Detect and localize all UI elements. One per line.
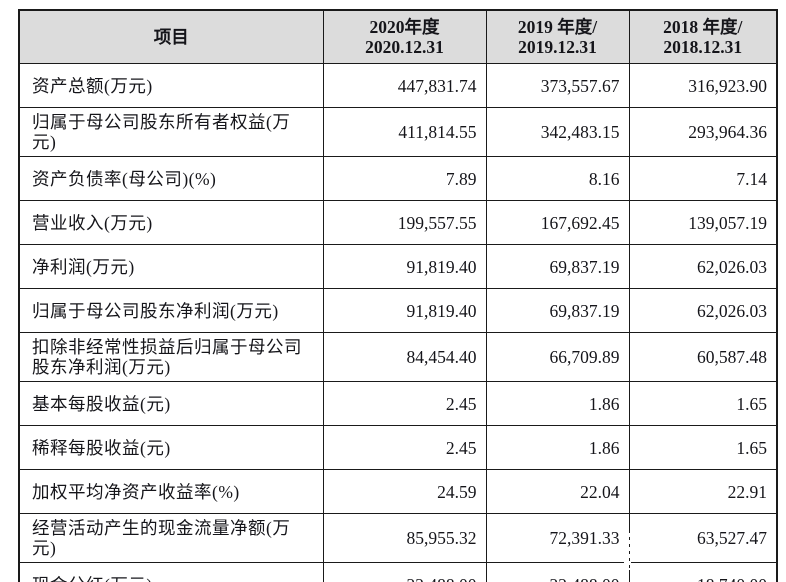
value-2020: 7.89 (322, 156, 487, 201)
value-2019: 167,692.45 (485, 200, 630, 245)
value-2020: 85,955.32 (322, 513, 487, 563)
value-2018: 139,057.19 (628, 200, 778, 245)
row-label: 净利润(万元) (18, 244, 324, 289)
table-body: 资产总额(万元) 447,831.74 373,557.67 316,923.9… (18, 63, 778, 582)
value-2018: 63,527.47 (628, 513, 778, 563)
table-row: 扣除非经常性损益后归属于母公司 股东净利润(万元) 84,454.40 66,7… (18, 332, 778, 382)
value-2019: 69,837.19 (485, 288, 630, 333)
table-row: 归属于母公司股东所有者权益(万 元) 411,814.55 342,483.15… (18, 107, 778, 157)
value-2020: 2.45 (322, 425, 487, 470)
row-label: 资产负债率(母公司)(%) (18, 156, 324, 201)
table-row: 净利润(万元) 91,819.40 69,837.19 62,026.03 (18, 244, 778, 289)
value-2018: 62,026.03 (628, 288, 778, 333)
value-2019: 66,709.89 (485, 332, 630, 382)
row-label: 归属于母公司股东所有者权益(万 元) (18, 107, 324, 157)
value-2020: 24.59 (322, 469, 487, 514)
value-2019: 22.04 (485, 469, 630, 514)
table-header-row: 项目 2020年度 2020.12.31 2019 年度/ 2019.12.31… (18, 9, 778, 64)
value-2020: 91,819.40 (322, 244, 487, 289)
value-2020: 22,488.00 (322, 562, 487, 582)
value-2020: 91,819.40 (322, 288, 487, 333)
table-row: 营业收入(万元) 199,557.55 167,692.45 139,057.1… (18, 200, 778, 245)
table-row: 现金分红(万元) 22,488.00 22,488.00 18,740.00 (18, 562, 778, 582)
value-2018: 1.65 (628, 381, 778, 426)
value-2018: 60,587.48 (628, 332, 778, 382)
value-2020: 84,454.40 (322, 332, 487, 382)
row-label: 经营活动产生的现金流量净额(万 元) (18, 513, 324, 563)
value-2020: 199,557.55 (322, 200, 487, 245)
value-2018: 18,740.00 (628, 562, 778, 582)
table-row: 资产负债率(母公司)(%) 7.89 8.16 7.14 (18, 156, 778, 201)
col-header-2019: 2019 年度/ 2019.12.31 (485, 9, 630, 64)
col-header-2020: 2020年度 2020.12.31 (322, 9, 487, 64)
row-label: 基本每股收益(元) (18, 381, 324, 426)
value-2019: 72,391.33 (485, 513, 630, 563)
value-2018: 22.91 (628, 469, 778, 514)
value-2019: 8.16 (485, 156, 630, 201)
value-2020: 2.45 (322, 381, 487, 426)
table-row: 加权平均净资产收益率(%) 24.59 22.04 22.91 (18, 469, 778, 514)
table-row: 基本每股收益(元) 2.45 1.86 1.65 (18, 381, 778, 426)
row-label: 营业收入(万元) (18, 200, 324, 245)
value-2019: 342,483.15 (485, 107, 630, 157)
value-2018: 62,026.03 (628, 244, 778, 289)
value-2019: 1.86 (485, 425, 630, 470)
row-label: 资产总额(万元) (18, 63, 324, 108)
row-label: 扣除非经常性损益后归属于母公司 股东净利润(万元) (18, 332, 324, 382)
table-row: 归属于母公司股东净利润(万元) 91,819.40 69,837.19 62,0… (18, 288, 778, 333)
value-2019: 22,488.00 (485, 562, 630, 582)
col-header-2018: 2018 年度/ 2018.12.31 (628, 9, 778, 64)
table-row: 稀释每股收益(元) 2.45 1.86 1.65 (18, 425, 778, 470)
row-label: 现金分红(万元) (18, 562, 324, 582)
value-2018: 316,923.90 (628, 63, 778, 108)
row-label: 稀释每股收益(元) (18, 425, 324, 470)
row-label: 加权平均净资产收益率(%) (18, 469, 324, 514)
col-header-item: 项目 (18, 9, 324, 64)
table-row: 经营活动产生的现金流量净额(万 元) 85,955.32 72,391.33 6… (18, 513, 778, 563)
financial-summary-table: 项目 2020年度 2020.12.31 2019 年度/ 2019.12.31… (18, 9, 778, 582)
table-row: 资产总额(万元) 447,831.74 373,557.67 316,923.9… (18, 63, 778, 108)
value-2018: 7.14 (628, 156, 778, 201)
value-2018: 1.65 (628, 425, 778, 470)
row-label: 归属于母公司股东净利润(万元) (18, 288, 324, 333)
value-2019: 373,557.67 (485, 63, 630, 108)
value-2020: 411,814.55 (322, 107, 487, 157)
value-2020: 447,831.74 (322, 63, 487, 108)
value-2019: 69,837.19 (485, 244, 630, 289)
value-2018: 293,964.36 (628, 107, 778, 157)
value-2019: 1.86 (485, 381, 630, 426)
